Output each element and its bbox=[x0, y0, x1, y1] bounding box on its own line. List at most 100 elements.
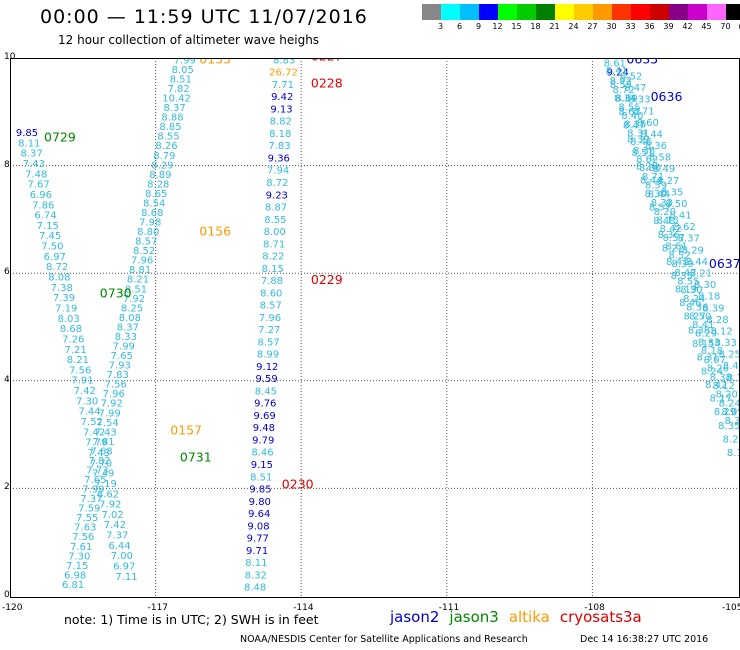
swh-value-label: 7.86 bbox=[32, 200, 54, 211]
swh-value-label: 9.12 bbox=[256, 362, 278, 373]
swh-value-label: 7.63 bbox=[74, 523, 96, 534]
swh-value-label: 8.72 bbox=[266, 178, 288, 189]
swh-value-label: 8.35 bbox=[661, 187, 683, 198]
color-scale-tick: 18 bbox=[530, 22, 541, 31]
swh-value-label: 8.83 bbox=[273, 58, 295, 66]
swh-value-label: 8.62 bbox=[619, 107, 641, 118]
swh-value-label: 7.61 bbox=[70, 542, 92, 553]
swh-value-label: 8.42 bbox=[660, 224, 682, 235]
swh-value-label: 8.65 bbox=[145, 189, 167, 200]
swh-value-label: 7.88 bbox=[261, 276, 283, 287]
swh-value-label: 7.30 bbox=[76, 396, 98, 407]
swh-value-label: 8.71 bbox=[642, 172, 664, 183]
swh-value-label: 8.24 bbox=[719, 398, 740, 409]
swh-value-label: 8.44 bbox=[640, 175, 662, 186]
swh-value-label: 8.27 bbox=[657, 176, 679, 187]
color-scale-tick: 3 bbox=[437, 22, 444, 31]
swh-value-label: 8.11 bbox=[727, 448, 740, 459]
swh-value-label: 7.43 bbox=[88, 448, 110, 459]
swh-value-label: 8.51 bbox=[170, 75, 192, 86]
swh-value-label: 7.42 bbox=[74, 386, 96, 397]
swh-value-label: 8.25 bbox=[624, 120, 646, 131]
swh-value-label: 7.21 bbox=[64, 345, 86, 356]
swh-value-label: 8.30 bbox=[680, 285, 702, 296]
swh-value-label: 8.19 bbox=[601, 58, 623, 61]
swh-value-label: 8.39 bbox=[702, 303, 724, 314]
swh-value-label: 7.79 bbox=[85, 438, 107, 449]
swh-value-label: 8.50 bbox=[665, 199, 687, 210]
swh-value-label: 8.46 bbox=[251, 448, 273, 459]
color-scale-tick: 39 bbox=[663, 22, 674, 31]
swh-value-label: 7.42 bbox=[104, 520, 126, 531]
swh-value-label: 8.60 bbox=[260, 288, 282, 299]
swh-value-label: 8.87 bbox=[265, 203, 287, 214]
pass-number-label: 0637 bbox=[709, 256, 740, 271]
swh-value-label: 7.02 bbox=[101, 510, 123, 521]
swh-value-label: 8.47 bbox=[623, 121, 645, 132]
swh-value-label: 8.39 bbox=[671, 259, 693, 270]
swh-value-label: 8.54 bbox=[143, 198, 165, 209]
swh-value-label: 8.55 bbox=[618, 102, 640, 113]
swh-value-label: 8.42 bbox=[705, 380, 727, 391]
swh-value-label: 8.08 bbox=[48, 273, 70, 284]
swh-value-label: 9.76 bbox=[254, 399, 276, 410]
color-swatch bbox=[631, 4, 650, 20]
page-title: 00:00 — 11:59 UTC 11/07/2016 bbox=[40, 6, 368, 28]
swh-value-label: 8.34 bbox=[614, 93, 636, 104]
swh-value-label: 7.82 bbox=[88, 456, 110, 467]
swh-value-label: 7.39 bbox=[53, 293, 75, 304]
pass-number-label: 0156 bbox=[199, 224, 231, 239]
swh-value-label: 8.72 bbox=[612, 85, 634, 96]
swh-value-label: 8.30 bbox=[645, 189, 667, 200]
swh-value-label: 7.92 bbox=[99, 500, 121, 511]
swh-value-label: 8.18 bbox=[269, 129, 291, 140]
swh-value-label: 8.24 bbox=[683, 294, 705, 305]
swh-value-label: 8.21 bbox=[690, 269, 712, 280]
color-swatch bbox=[593, 4, 612, 20]
pass-number-label: 0636 bbox=[651, 89, 683, 104]
swh-value-label: 8.21 bbox=[127, 275, 149, 286]
swh-value-label: 8.49 bbox=[653, 164, 675, 175]
map-plot-area[interactable]: 9.85 8.11 8.37 7.43 7.48 7.67 6.96 7.86 6.74 7.15… bbox=[10, 58, 740, 598]
swh-value-label: 8.59 bbox=[645, 181, 667, 192]
swh-value-label: 7.50 bbox=[41, 242, 63, 253]
swh-value-label: 9.77 bbox=[247, 534, 269, 545]
swh-value-label: 8.50 bbox=[689, 311, 711, 322]
color-scale-tick: 36 bbox=[644, 22, 655, 31]
pass-number-label: 0229 bbox=[311, 272, 343, 287]
swh-value-label: 9.71 bbox=[246, 546, 268, 557]
swh-value-label: 7.96 bbox=[103, 389, 125, 400]
swh-value-label: 7.65 bbox=[111, 351, 133, 362]
color-swatch bbox=[479, 4, 498, 20]
swh-value-label: 8.29 bbox=[682, 245, 704, 256]
swh-value-label: 8.15 bbox=[692, 339, 714, 350]
swh-value-label: 7.94 bbox=[267, 166, 289, 177]
swh-value-label: 8.88 bbox=[161, 113, 183, 124]
color-scale-tick: 24 bbox=[568, 22, 579, 31]
color-scale-tick: 6 bbox=[456, 22, 463, 31]
swh-value-label: 9.85 bbox=[16, 128, 38, 139]
swh-value-label: 7.98 bbox=[139, 218, 161, 229]
color-scale-tick: 45 bbox=[701, 22, 712, 31]
swh-value-label: 7.43 bbox=[23, 159, 45, 170]
swh-value-label: 8.20 bbox=[716, 390, 738, 401]
swh-value-label: 6.96 bbox=[30, 190, 52, 201]
swh-value-label: 8.03 bbox=[57, 314, 79, 325]
swh-value-label: 8.22 bbox=[262, 252, 284, 263]
color-swatch bbox=[498, 4, 517, 20]
swh-value-label: 8.27 bbox=[684, 312, 706, 323]
x-tick-label: -117 bbox=[147, 603, 169, 613]
color-swatch bbox=[422, 4, 441, 20]
swh-value-label: 8.12 bbox=[710, 326, 732, 337]
x-tick-label: -114 bbox=[293, 603, 314, 613]
color-swatch bbox=[726, 4, 740, 20]
swh-value-label: 7.43 bbox=[94, 427, 116, 438]
swh-value-label: 8.82 bbox=[270, 117, 292, 128]
pass-number-label: 0730 bbox=[100, 285, 132, 300]
swh-value-label: 8.18 bbox=[701, 346, 723, 357]
swh-value-label: 7.54 bbox=[96, 418, 118, 429]
swh-value-label: 7.38 bbox=[51, 283, 73, 294]
swh-value-label: 7.82 bbox=[167, 84, 189, 95]
color-scale-tick: 30 bbox=[606, 22, 617, 31]
swh-value-label: 6.44 bbox=[108, 541, 130, 552]
